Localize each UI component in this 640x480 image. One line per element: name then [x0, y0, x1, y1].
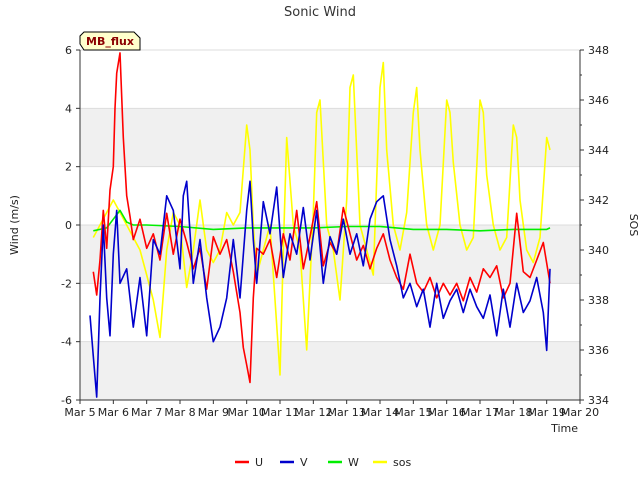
series-layer [89, 52, 551, 398]
y2-tick-label: 334 [588, 394, 609, 407]
y-tick-label: -6 [61, 394, 72, 407]
x-tick-label: Mar 9 [198, 406, 229, 419]
x-tick-label: Mar 12 [294, 406, 332, 419]
badge-label: MB_flux [86, 35, 134, 48]
series-line-u [92, 52, 551, 384]
x-tick-label: Mar 20 [561, 406, 599, 419]
x-tick-label: Mar 13 [328, 406, 366, 419]
x-tick-label: Mar 10 [228, 406, 266, 419]
y2-tick-label: 346 [588, 94, 609, 107]
chart-title: Sonic Wind [284, 5, 356, 20]
y-axis-label: Wind (m/s) [8, 195, 21, 255]
plot-band [80, 108, 580, 167]
y-tick-label: -2 [61, 277, 72, 290]
legend-label-sos: sos [393, 456, 411, 469]
x-tick-label: Mar 5 [64, 406, 95, 419]
legend-label-w: W [348, 456, 359, 469]
y-tick-label: 4 [65, 102, 72, 115]
series-line-v [89, 180, 551, 398]
series-line-w [93, 209, 551, 232]
y2-tick-label: 344 [588, 144, 609, 157]
plot-background [80, 49, 580, 401]
plot-band [80, 50, 580, 109]
y-tick-label: 2 [65, 161, 72, 174]
x-tick-label: Mar 15 [394, 406, 432, 419]
x-tick-label: Mar 19 [528, 406, 566, 419]
x-tick-label: Mar 7 [131, 406, 162, 419]
x-tick-label: Mar 17 [461, 406, 499, 419]
plot-band [80, 225, 580, 284]
y-tick-label: 6 [65, 44, 72, 57]
y-tick-label: -4 [61, 336, 72, 349]
y2-tick-label: 338 [588, 294, 609, 307]
y-tick-label: 0 [65, 219, 72, 232]
y2-tick-label: 336 [588, 344, 609, 357]
legend-label-v: V [300, 456, 308, 469]
y2-tick-label: 342 [588, 194, 609, 207]
y2-tick-label: 340 [588, 244, 609, 257]
y2-axis-label: SOS [627, 214, 640, 237]
x-tick-label: Mar 16 [428, 406, 466, 419]
mb-flux-badge: MB_flux [79, 31, 141, 51]
x-tick-label: Mar 8 [164, 406, 195, 419]
badge-shape [79, 31, 141, 51]
x-tick-label: Mar 6 [98, 406, 129, 419]
x-tick-label: Mar 11 [261, 406, 299, 419]
y2-tick-label: 348 [588, 44, 609, 57]
legend-label-u: U [255, 456, 263, 469]
plot-band [80, 341, 580, 400]
x-tick-label: Mar 14 [361, 406, 399, 419]
x-tick-label: Mar 18 [494, 406, 532, 419]
plot-band [80, 166, 580, 225]
x-axis-label: Time [550, 422, 578, 435]
